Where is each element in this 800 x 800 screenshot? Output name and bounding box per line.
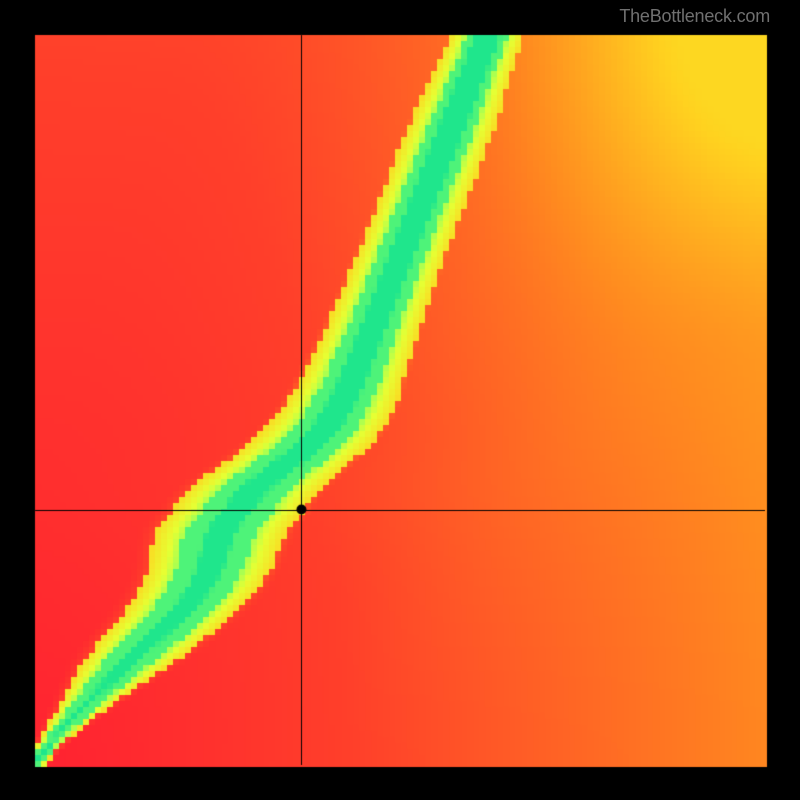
crosshair-overlay	[0, 0, 800, 800]
watermark-text: TheBottleneck.com	[619, 6, 770, 27]
chart-container: TheBottleneck.com	[0, 0, 800, 800]
